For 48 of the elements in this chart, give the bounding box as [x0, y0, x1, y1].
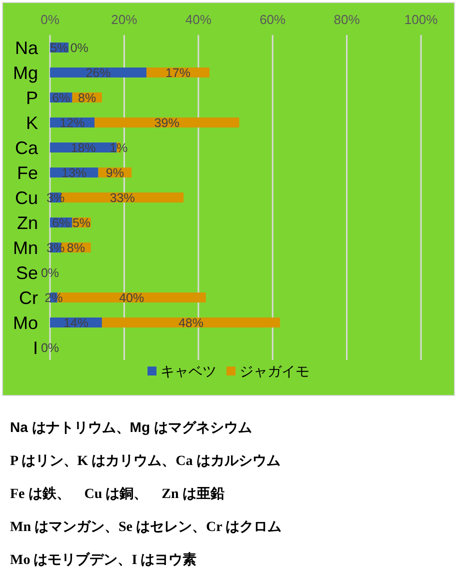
y-tick-label: Ca	[14, 138, 39, 158]
bar	[102, 318, 280, 328]
y-tick-label: Zn	[16, 213, 38, 233]
data-label: 8%	[78, 91, 96, 105]
text: Na はナトリウム、Mg はマグネシウム	[10, 419, 252, 435]
data-label: 39%	[154, 116, 180, 130]
data-label: 33%	[110, 191, 135, 205]
y-tick-label: Cu	[14, 188, 38, 208]
y-tick-label: Mg	[12, 63, 38, 83]
x-tick-label: 100%	[404, 12, 438, 27]
x-tick-label: 60%	[260, 12, 286, 27]
y-tick-label: Mo	[12, 313, 38, 333]
data-label: 12%	[60, 116, 85, 130]
data-label: 8%	[66, 241, 86, 255]
data-label: 1%	[110, 141, 128, 155]
text: P はリン、K はカリウム、Ca はカルシウム	[10, 454, 280, 469]
text: Mn はマンガン、Se はセレン、Cr はクロム	[10, 520, 282, 535]
y-tick-label: Se	[16, 263, 38, 283]
x-tick-label: 0%	[40, 12, 60, 27]
y-tick-label: Mn	[12, 238, 38, 258]
data-label: 6%	[52, 91, 70, 105]
data-label: 17%	[165, 66, 191, 80]
text: Mo はモリブデン、I はヨウ素	[10, 551, 197, 568]
data-label: 9%	[106, 166, 124, 180]
data-label: 14%	[63, 316, 88, 330]
data-label: 18%	[70, 141, 96, 155]
data-label: 5%	[72, 216, 91, 230]
y-tick-label: Na	[14, 38, 39, 58]
data-label: 5%	[50, 41, 68, 55]
data-label: 6%	[52, 216, 70, 230]
legend-label: キャベツ	[160, 363, 216, 379]
data-label: 48%	[178, 316, 204, 330]
data-label: 26%	[86, 66, 111, 80]
y-tick-label: Fe	[16, 163, 38, 183]
y-tick-label: K	[26, 113, 38, 133]
y-tick-label: I	[32, 338, 38, 358]
text: Fe は鉄、 Cu は銅、 Zn は亜鉛	[10, 486, 224, 502]
y-tick-label: P	[26, 88, 38, 108]
bar	[94, 118, 240, 128]
y-tick-label: Cr	[19, 288, 38, 308]
data-label: 40%	[119, 291, 144, 305]
data-label: 2%	[44, 291, 63, 305]
legend-label: ジャガイモ	[240, 363, 310, 379]
x-tick-label: 80%	[334, 12, 360, 27]
data-label: 0%	[70, 41, 88, 55]
x-tick-label: 40%	[185, 12, 212, 27]
data-label: 13%	[62, 166, 87, 180]
x-tick-label: 20%	[111, 12, 138, 27]
